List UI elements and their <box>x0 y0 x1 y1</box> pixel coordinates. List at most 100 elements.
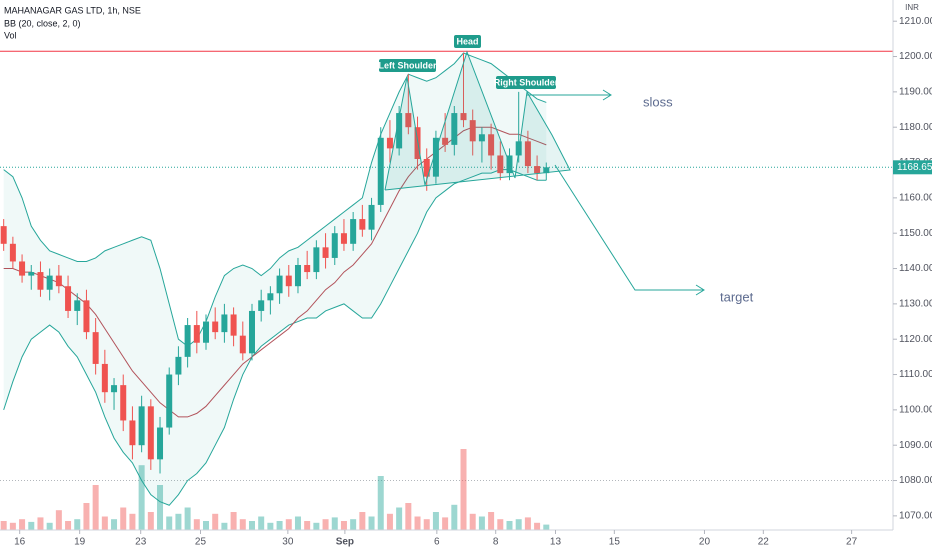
x-tick-label: 20 <box>699 537 711 548</box>
x-tick-label: 25 <box>195 537 207 548</box>
volume-bar <box>267 522 274 530</box>
candle-body <box>350 219 357 244</box>
candle-body <box>248 310 255 354</box>
volume-bar <box>405 503 412 530</box>
volume-bar <box>65 521 72 530</box>
candle-body <box>396 113 403 149</box>
y-tick-label: 1130.00 <box>899 299 932 310</box>
volume-bar <box>83 503 90 530</box>
axis-layer: 1070.00 1080.00 1090.00 1100.00 1110.00 1120.… <box>14 16 932 548</box>
candle-body <box>460 113 467 121</box>
volume-bar <box>497 519 504 530</box>
candle-body <box>166 374 173 428</box>
y-tick-label: 1090.00 <box>899 440 932 451</box>
candle-body <box>405 113 412 128</box>
candle-body <box>239 335 246 354</box>
volume-bar <box>359 512 366 530</box>
volume-bar <box>74 519 81 530</box>
y-tick-label: 1140.00 <box>899 263 932 274</box>
last-price-tag <box>893 160 932 175</box>
volume-bar <box>46 522 53 530</box>
candle-body <box>294 265 301 287</box>
volume-bar <box>285 519 292 530</box>
volume-bar <box>350 519 357 530</box>
target-arrow <box>554 164 703 291</box>
annotation: target <box>720 289 754 304</box>
volume-bar <box>368 516 375 530</box>
annotation: Head <box>456 36 478 46</box>
candle-body <box>469 120 476 142</box>
candle-body <box>359 219 366 230</box>
candle-body <box>524 141 531 167</box>
y-tick-label: 1120.00 <box>899 334 932 345</box>
volume-bar <box>432 512 439 530</box>
volume-bar <box>488 512 495 530</box>
volume-bar <box>396 507 403 530</box>
candle-body <box>534 166 541 174</box>
volume-bar <box>92 485 99 530</box>
volume-bar <box>451 504 458 530</box>
x-tick-label: 13 <box>550 537 562 548</box>
bb-fill <box>3 53 547 506</box>
volume-bar <box>111 519 118 530</box>
volume-bar <box>534 522 541 530</box>
candle-body <box>120 385 127 421</box>
volume-bar <box>313 522 320 530</box>
volume-bar <box>0 521 7 530</box>
candle-body <box>212 321 219 333</box>
candle-body <box>111 385 118 393</box>
candle-body <box>65 286 72 311</box>
volume-bar <box>506 521 513 530</box>
volume-bar <box>101 516 108 530</box>
y-tick-label: 1100.00 <box>899 405 932 416</box>
volume-bar <box>212 513 219 530</box>
volume-bar <box>157 485 164 530</box>
volume-bar <box>469 513 476 530</box>
annotation-box <box>379 59 436 72</box>
candle-body <box>221 314 228 333</box>
y-tick-label: 1180.00 <box>899 122 932 133</box>
candle-body <box>386 137 393 149</box>
volume-bar <box>184 507 191 530</box>
candle-body <box>37 272 44 290</box>
volume-bar <box>9 522 16 530</box>
x-tick-label: 19 <box>74 537 86 548</box>
volume-bar <box>138 465 145 530</box>
candle-body <box>331 233 338 258</box>
candle-body <box>497 155 504 174</box>
x-tick-label: Sep <box>336 537 354 548</box>
candle-body <box>55 275 62 287</box>
volume-bar <box>543 524 550 530</box>
y-tick-label: 1200.00 <box>899 51 932 62</box>
candle-body <box>203 321 210 343</box>
x-tick-label: 6 <box>434 537 440 548</box>
candle-body <box>488 134 495 156</box>
candle-body <box>451 113 458 145</box>
volume-bar <box>193 519 200 530</box>
candle-body <box>28 272 35 276</box>
x-tick-label: 8 <box>493 537 499 548</box>
candle-body <box>230 314 237 336</box>
volume-bar <box>294 516 301 530</box>
candle-body <box>9 243 16 262</box>
bb-lower <box>3 169 547 506</box>
volume-bar <box>120 507 127 530</box>
pattern-fill <box>385 52 570 190</box>
candle-body <box>368 204 375 230</box>
volume-bar <box>478 516 485 530</box>
volume-bar <box>55 510 62 530</box>
y-tick-label: 1190.00 <box>899 87 932 98</box>
volume-bar <box>230 512 237 530</box>
x-tick-label: 22 <box>758 537 770 548</box>
volume-bar <box>203 521 210 530</box>
volume-bar <box>340 521 347 530</box>
candle-body <box>285 275 292 287</box>
bb-upper <box>3 52 547 347</box>
candle-body <box>304 265 311 273</box>
y-tick-label: 1210.00 <box>899 16 932 27</box>
volume-bar <box>322 519 329 530</box>
y-tick-label: 1150.00 <box>899 228 932 239</box>
volume-bar <box>442 517 449 530</box>
